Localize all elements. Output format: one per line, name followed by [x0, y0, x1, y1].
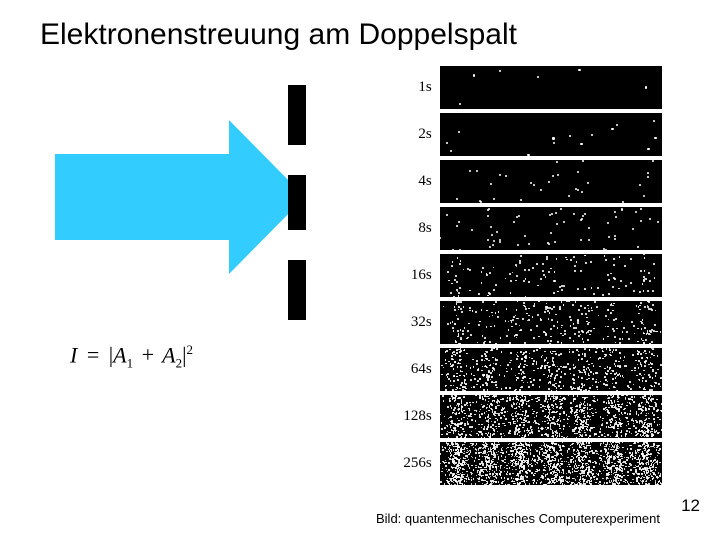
- interference-panel: [440, 254, 662, 297]
- interference-panel: [440, 301, 662, 344]
- panel-row: 2s: [390, 112, 662, 157]
- panel-label: 256s: [390, 455, 440, 472]
- panel-row: 4s: [390, 159, 662, 204]
- interference-panel: [440, 348, 662, 391]
- panel-label: 128s: [390, 408, 440, 425]
- formula-sub1: 1: [127, 356, 134, 371]
- panel-row: 256s: [390, 441, 662, 486]
- double-slit: [288, 85, 306, 320]
- image-caption: Bild: quantenmechanisches Computerexperi…: [376, 511, 660, 526]
- interference-panels: 1s 2s 4s 8s 16s 32s 64s 128s 256s: [390, 65, 662, 488]
- interference-panel: [440, 113, 662, 156]
- slit-segment: [288, 85, 306, 145]
- panel-row: 128s: [390, 394, 662, 439]
- formula-lhs: I: [70, 342, 77, 367]
- intensity-formula: I = |A1 + A2|2: [70, 342, 193, 372]
- interference-panel: [440, 160, 662, 203]
- interference-panel: [440, 442, 662, 485]
- panel-label: 64s: [390, 361, 440, 378]
- panel-row: 64s: [390, 347, 662, 392]
- panel-row: 16s: [390, 253, 662, 298]
- panel-label: 1s: [390, 79, 440, 96]
- panel-row: 32s: [390, 300, 662, 345]
- formula-a2: A: [162, 342, 175, 367]
- formula-eq: =: [83, 342, 103, 367]
- panel-label: 8s: [390, 220, 440, 237]
- panel-label: 2s: [390, 126, 440, 143]
- arrow-body: [55, 154, 230, 240]
- panel-label: 32s: [390, 314, 440, 331]
- formula-plus: +: [139, 342, 157, 367]
- panel-label: 16s: [390, 267, 440, 284]
- panel-row: 8s: [390, 206, 662, 251]
- page-number: 12: [681, 496, 700, 516]
- interference-panel: [440, 66, 662, 109]
- formula-sq: 2: [187, 342, 194, 357]
- slit-segment: [288, 175, 306, 230]
- interference-panel: [440, 395, 662, 438]
- slit-segment: [288, 260, 306, 320]
- panel-row: 1s: [390, 65, 662, 110]
- formula-a1: A: [113, 342, 126, 367]
- slide-title: Elektronenstreuung am Doppelspalt: [40, 18, 517, 52]
- panel-label: 4s: [390, 173, 440, 190]
- electron-beam-arrow: [55, 120, 305, 275]
- interference-panel: [440, 207, 662, 250]
